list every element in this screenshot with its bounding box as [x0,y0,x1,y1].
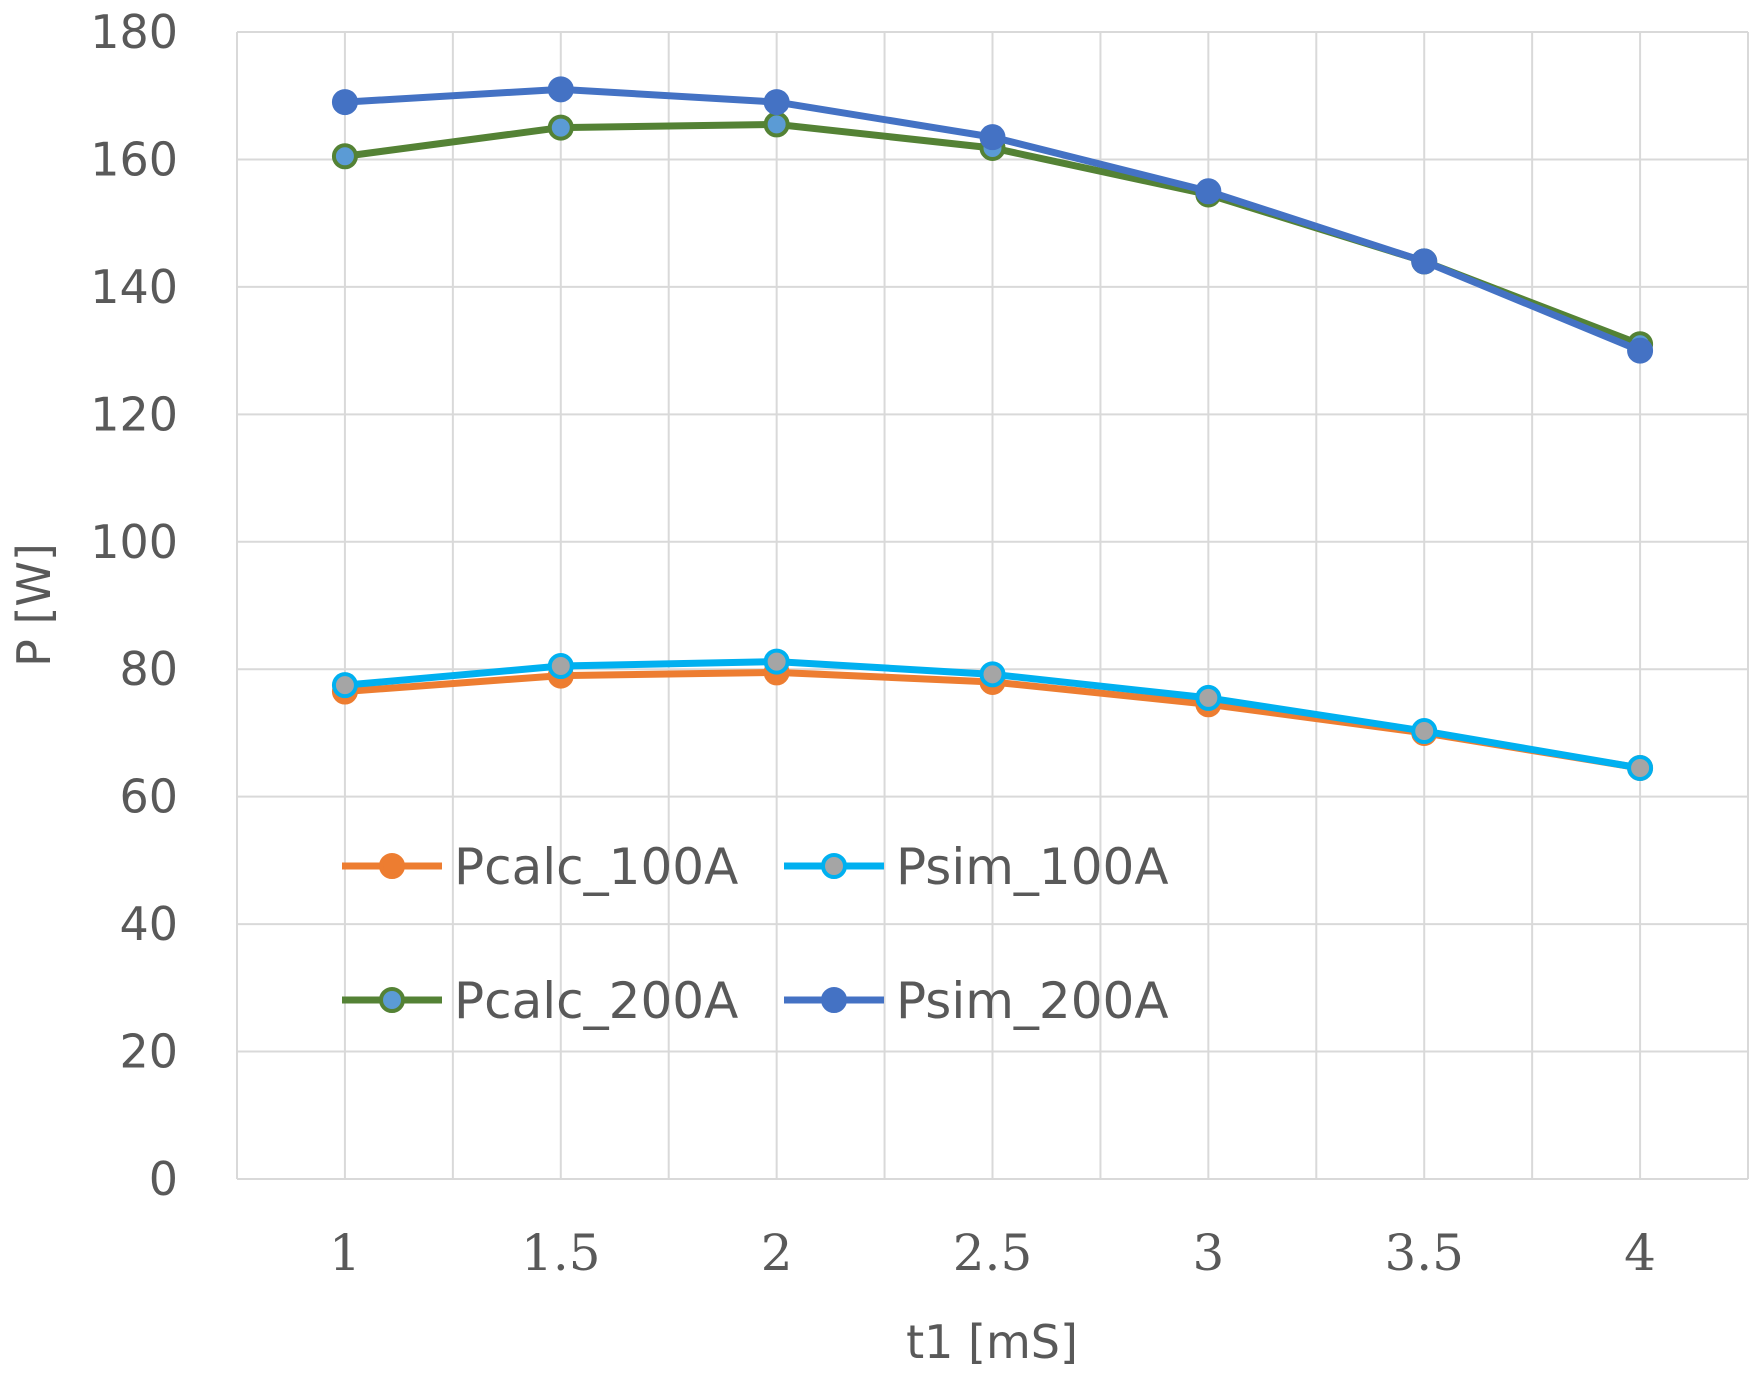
y-axis-ticks: 0 20 40 60 80 100 120 140 160 180 [90,5,178,1206]
series [331,76,1654,781]
y-tick-label: 100 [90,515,178,569]
data-point [1411,718,1438,745]
y-tick-label: 60 [119,770,178,824]
y-tick-label: 140 [90,260,178,314]
y-axis-title: P [W] [7,543,61,667]
data-point [763,648,790,675]
y-tick-label: 160 [90,132,178,186]
legend-entry: Psim_100A [784,838,1169,896]
x-tick-label: 3.5 [1384,1224,1464,1282]
legend-label: Psim_100A [896,838,1169,896]
data-point [331,89,358,116]
legend: Pcalc_100A Psim_100A Pcalc_200A Psim_200A [342,838,1169,1030]
data-point [1411,248,1438,275]
x-tick-label: 2 [761,1224,793,1282]
data-point [1195,684,1222,711]
legend-label: Pcalc_200A [454,972,738,1030]
legend-entry: Psim_200A [784,972,1169,1030]
legend-marker [821,987,847,1013]
data-point [979,661,1006,688]
grid [236,31,1749,1180]
y-tick-label: 0 [149,1152,178,1206]
data-point [1195,178,1222,205]
x-tick-label: 1.5 [521,1224,601,1282]
legend-entry: Pcalc_100A [342,838,738,896]
x-axis-ticks: 1 1.5 2 2.5 3 3.5 4 [329,1224,1656,1282]
data-point [763,89,790,116]
legend-marker [821,853,847,879]
data-point [763,111,790,138]
y-tick-label: 180 [90,5,178,59]
data-point [547,653,574,680]
data-point [547,76,574,103]
legend-label: Pcalc_100A [454,838,738,896]
legend-label: Psim_200A [896,972,1169,1030]
data-point [1627,754,1654,781]
y-tick-label: 120 [90,387,178,441]
series-Psim_200A [331,76,1654,364]
legend-entry: Pcalc_200A [342,972,738,1030]
data-point [547,114,574,141]
y-tick-label: 80 [119,642,178,696]
x-tick-label: 3 [1192,1224,1224,1282]
y-tick-label: 40 [119,897,178,951]
x-tick-label: 1 [329,1224,361,1282]
x-tick-label: 4 [1624,1224,1656,1282]
series-Psim_100A [331,648,1654,781]
x-tick-label: 2.5 [953,1224,1033,1282]
x-axis-title: t1 [mS] [906,1315,1078,1369]
data-point [979,124,1006,151]
legend-marker [379,987,405,1013]
y-tick-label: 20 [119,1025,178,1079]
data-point [1627,337,1654,364]
data-point [331,672,358,699]
data-point [331,143,358,170]
legend-marker [379,853,405,879]
